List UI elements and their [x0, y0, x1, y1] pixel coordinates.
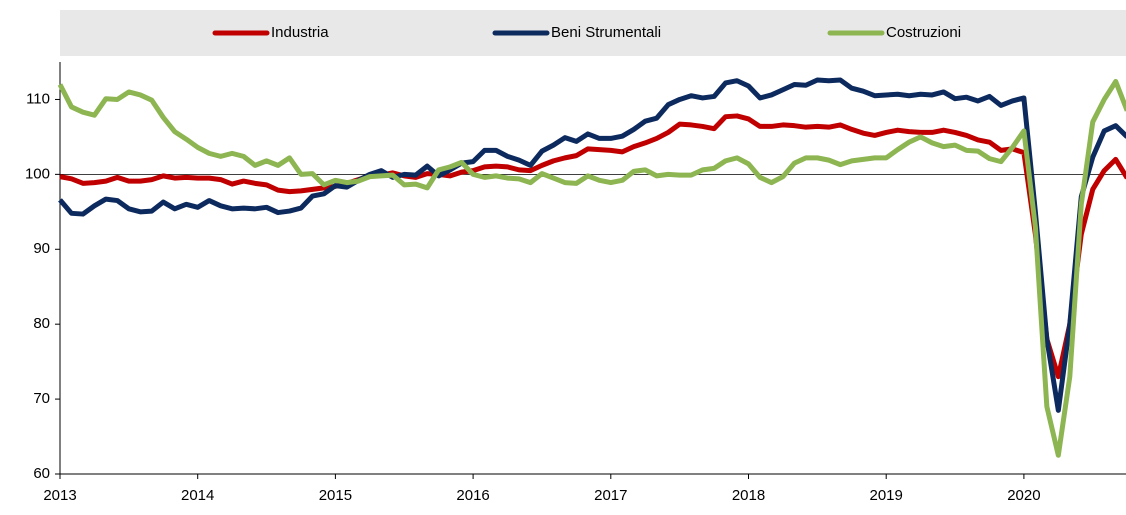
legend-label: Costruzioni — [886, 24, 961, 41]
y-tick-label: 80 — [33, 315, 50, 332]
x-tick-label: 2016 — [456, 487, 489, 504]
x-tick-label: 2014 — [181, 487, 214, 504]
x-tick-label: 2018 — [732, 487, 765, 504]
series-line — [58, 77, 1126, 413]
x-tick-label: 2020 — [1007, 487, 1040, 504]
y-tick-label: 90 — [33, 240, 50, 257]
y-tick-label: 100 — [25, 165, 50, 182]
legend-label: Industria — [271, 24, 329, 41]
series-line — [57, 78, 1126, 458]
y-tick-label: 110 — [26, 90, 50, 107]
x-tick-label: 2019 — [870, 487, 903, 504]
x-tick-label: 2015 — [319, 487, 352, 504]
legend-label: Beni Strumentali — [551, 24, 661, 41]
x-tick-label: 2013 — [43, 487, 76, 504]
y-tick-label: 70 — [33, 390, 50, 407]
series-line — [59, 113, 1126, 380]
y-tick-label: 60 — [33, 465, 50, 482]
x-tick-label: 2017 — [594, 487, 627, 504]
